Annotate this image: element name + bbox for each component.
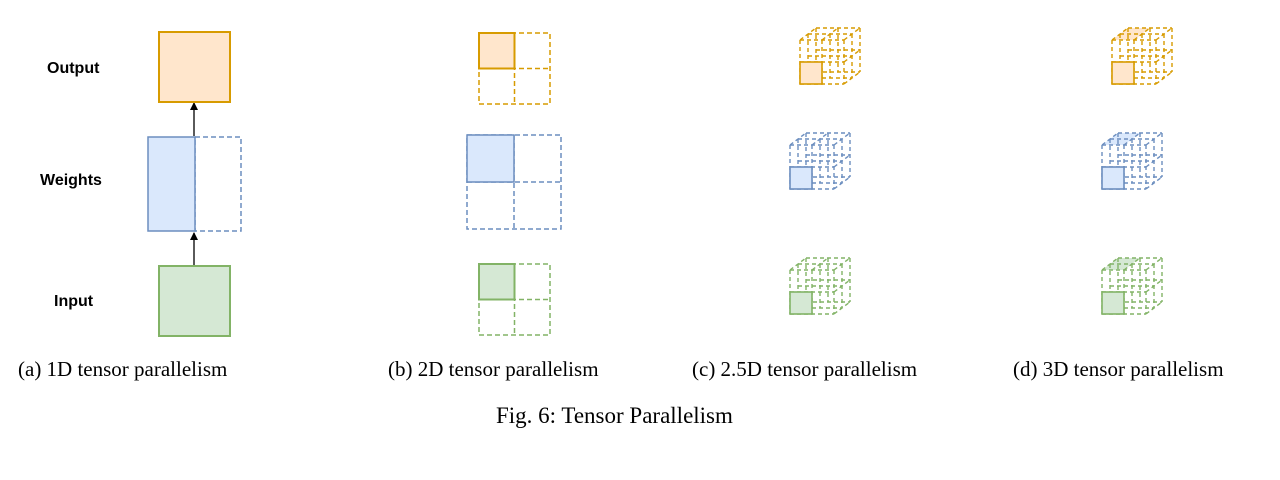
cube-active-block [789,291,813,315]
grid-active-block [478,263,516,301]
cube-edge [1101,132,1119,146]
cube-edge [1111,27,1129,41]
cube-edge [843,27,861,41]
cube-edge [789,132,807,146]
cube-edge [1133,27,1151,41]
caption-panel-a: (a) 1D tensor parallelism [18,357,228,381]
cube-edge [1101,257,1119,271]
cube-edge [833,279,851,293]
panel-b-output-grid [478,32,551,105]
cube-edge [811,132,829,146]
cube-edge [1145,176,1163,190]
cube-edge [1155,27,1173,41]
cube-edge [843,49,861,63]
cube-edge [833,257,851,271]
cube-edge [789,257,807,271]
caption-panel-d: (d) 3D tensor parallelism [1013,357,1224,381]
cube-edge [1155,71,1173,85]
cube-edge [1123,257,1141,271]
panel-d-output-cube [1111,27,1173,85]
cube-edge [1155,49,1173,63]
cube-edge [1145,257,1163,271]
cube-edge [799,27,817,41]
cube-active-block [1101,166,1125,190]
panel-c-input-cube [789,257,851,315]
weights-partition-active [147,136,196,232]
cube-edge [1145,301,1163,315]
panel-b-input-grid [478,263,551,336]
weights-partition-dashed [194,136,242,232]
panel-c-weights-cube [789,132,851,190]
input-block [158,265,231,337]
panel-a-1d [147,31,242,337]
cube-edge [1145,132,1163,146]
cube-edge [811,257,829,271]
cube-edge [821,27,839,41]
cube-active-block [1101,291,1125,315]
cube-edge [843,71,861,85]
panel-c-output-cube [799,27,861,85]
panel-b-weights-grid [466,134,562,230]
cube-active-block [789,166,813,190]
row-label-output: Output [47,60,100,77]
panel-d-input-cube [1101,257,1163,315]
cube-active-block [1111,61,1135,85]
cube-edge [833,301,851,315]
row-label-weights: Weights [40,172,102,189]
cube-active-block [799,61,823,85]
output-block [158,31,231,103]
grid-active-block [466,134,515,183]
cube-edge [833,154,851,168]
caption-panel-c: (c) 2.5D tensor parallelism [692,357,918,381]
cube-edge [833,132,851,146]
grid-active-block [478,32,516,70]
row-label-input: Input [54,293,94,310]
caption-panel-b: (b) 2D tensor parallelism [388,357,599,381]
cube-edge [833,176,851,190]
cube-edge [1145,154,1163,168]
panel-d-weights-cube [1101,132,1163,190]
cube-edge [1145,279,1163,293]
cube-edge [1123,132,1141,146]
figure-title: Fig. 6: Tensor Parallelism [496,403,733,428]
